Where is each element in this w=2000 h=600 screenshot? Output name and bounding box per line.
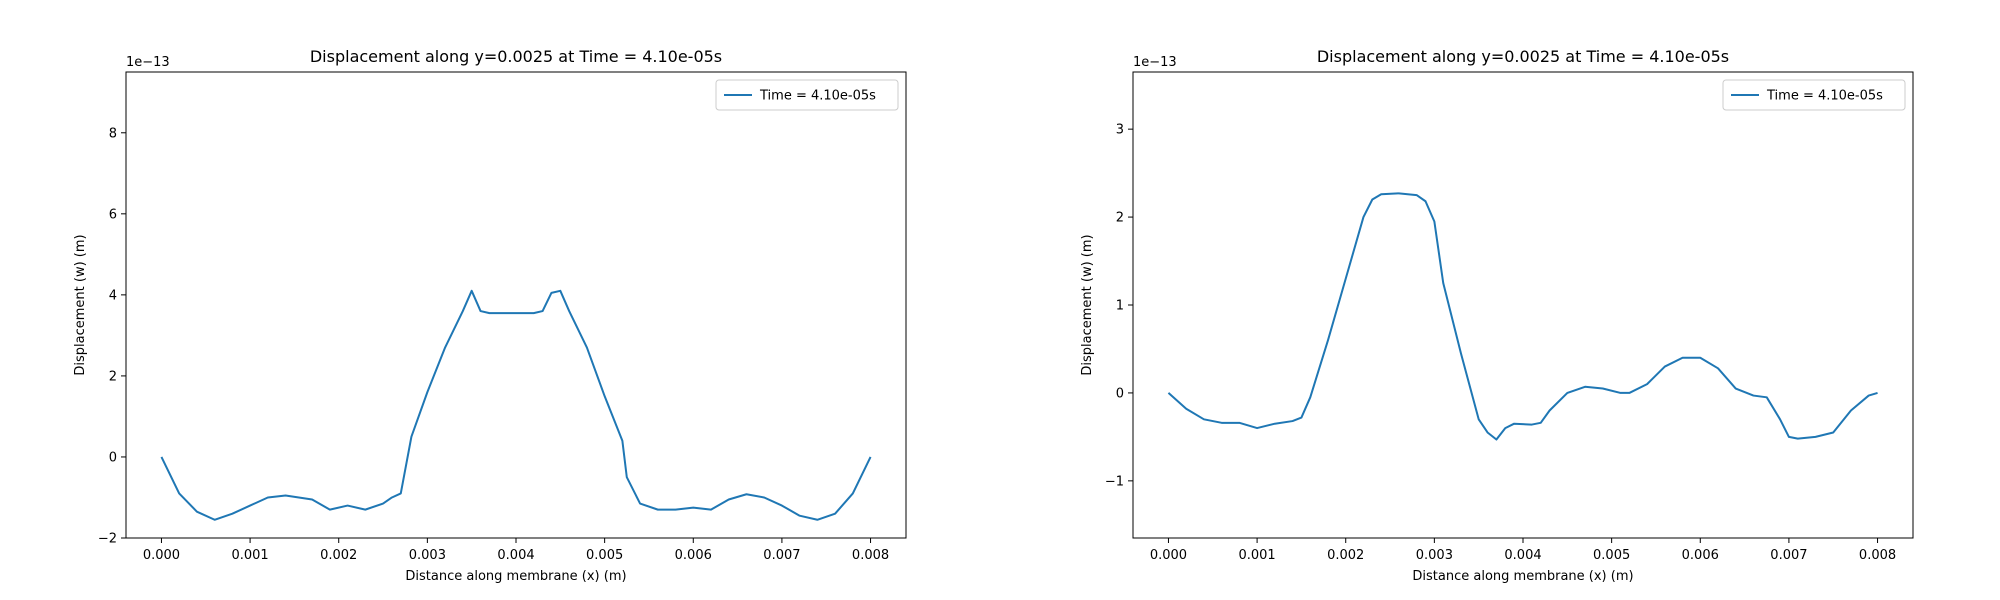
- x-tick-label: 0.006: [675, 548, 712, 563]
- y-tick-label: 2: [109, 369, 117, 384]
- x-tick-label: 0.006: [1682, 548, 1719, 563]
- x-tick-label: 0.001: [1238, 548, 1275, 563]
- x-tick-label: 0.000: [143, 548, 180, 563]
- y-axis-label: Displacement (w) (m): [73, 234, 88, 375]
- y-offset-label: 1e−13: [1133, 55, 1177, 70]
- axes-frame: [1132, 71, 1914, 539]
- chart-title: Displacement along y=0.0025 at Time = 4.…: [310, 47, 722, 66]
- chart-panel-1: Displacement along y=0.0025 at Time = 4.…: [73, 47, 907, 584]
- y-tick-label: 6: [109, 207, 117, 222]
- legend-entry-label: Time = 4.10e-05s: [1766, 89, 1883, 104]
- y-tick-label: 4: [109, 288, 117, 303]
- legend-box: [715, 79, 899, 111]
- y-tick-label: 0: [1116, 386, 1124, 401]
- y-tick-label: 0: [109, 450, 117, 465]
- x-tick-label: 0.000: [1150, 548, 1187, 563]
- chart-title: Displacement along y=0.0025 at Time = 4.…: [1317, 47, 1729, 66]
- x-tick-label: 0.008: [852, 548, 889, 563]
- y-tick-label: 2: [1116, 211, 1124, 226]
- x-tick-label: 0.004: [1504, 548, 1541, 563]
- y-tick-label: 8: [109, 126, 117, 141]
- legend: Time = 4.10e-05s: [1722, 79, 1906, 111]
- x-tick-label: 0.001: [231, 548, 268, 563]
- x-tick-label: 0.007: [763, 548, 800, 563]
- x-tick-label: 0.004: [497, 548, 534, 563]
- x-tick-label: 0.002: [1327, 548, 1364, 563]
- x-tick-label: 0.002: [320, 548, 357, 563]
- y-offset-label: 1e−13: [126, 55, 170, 70]
- x-tick-label: 0.005: [1593, 548, 1630, 563]
- x-tick-label: 0.003: [409, 548, 446, 563]
- legend-entry-label: Time = 4.10e-05s: [759, 89, 876, 104]
- y-tick-label: 1: [1116, 299, 1124, 314]
- x-tick-label: 0.003: [1416, 548, 1453, 563]
- y-tick-label: −2: [98, 532, 117, 547]
- axes-frame: [125, 71, 907, 539]
- legend: Time = 4.10e-05s: [715, 79, 899, 111]
- x-tick-label: 0.008: [1859, 548, 1896, 563]
- legend-box: [1722, 79, 1906, 111]
- x-axis-label: Distance along membrane (x) (m): [1412, 569, 1633, 584]
- y-tick-label: −1: [1105, 474, 1124, 489]
- series-line-1: [1167, 192, 1878, 441]
- series-line-1: [160, 289, 872, 521]
- chart-panel-2: Displacement along y=0.0025 at Time = 4.…: [1080, 47, 1914, 584]
- x-tick-label: 0.005: [586, 548, 623, 563]
- y-axis-label: Displacement (w) (m): [1080, 234, 1095, 375]
- x-tick-label: 0.007: [1770, 548, 1807, 563]
- y-tick-label: 3: [1116, 123, 1124, 138]
- x-axis-label: Distance along membrane (x) (m): [405, 569, 626, 584]
